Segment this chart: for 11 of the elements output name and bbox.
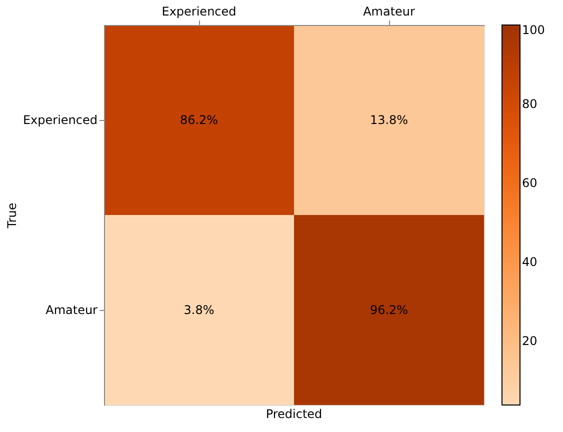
color-bar-label: 80 bbox=[522, 97, 538, 111]
color-bar-label: 40 bbox=[522, 255, 538, 270]
y-axis-title: True bbox=[4, 202, 19, 230]
color-bar-label: 20 bbox=[522, 334, 538, 348]
color-bar-label: 100 bbox=[522, 23, 545, 37]
data-label: 96.2% bbox=[370, 303, 408, 317]
data-label: 3.8% bbox=[184, 303, 214, 317]
data-label: 86.2% bbox=[180, 113, 218, 127]
x-axis-title: Predicted bbox=[266, 407, 322, 421]
data-label: 13.8% bbox=[370, 113, 408, 127]
color-bar-label: 60 bbox=[522, 176, 538, 190]
